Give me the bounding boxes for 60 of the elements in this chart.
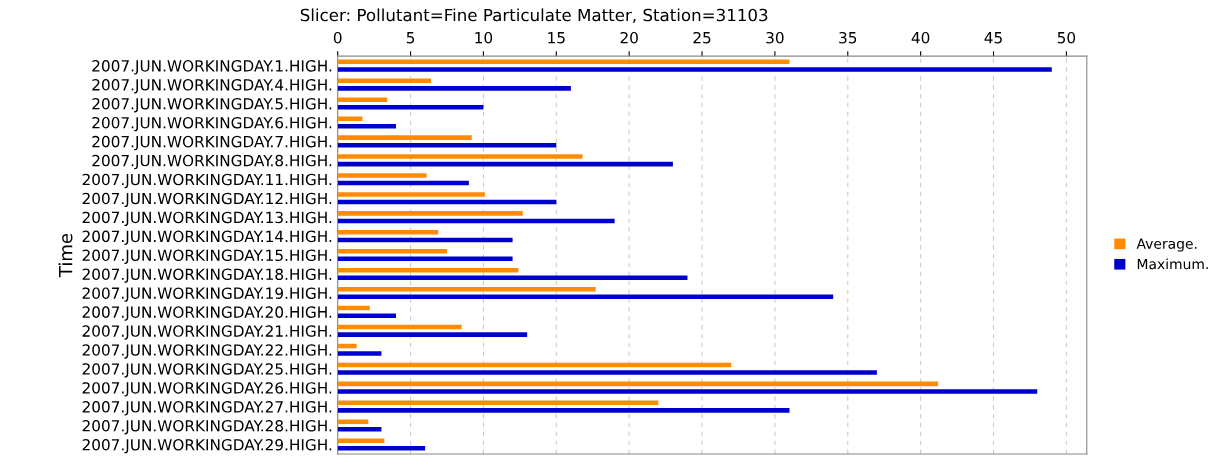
x-tick-label: 25 <box>693 31 711 44</box>
y-axis-title: Time <box>58 233 73 278</box>
y-tick-label: 2007.JUN.WORKINGDAY.25.HIGH. <box>82 363 332 378</box>
legend-label: Average. <box>1136 238 1197 252</box>
y-tick-label: 2007.JUN.WORKINGDAY.21.HIGH. <box>82 325 332 340</box>
y-tick-label: 2007.JUN.WORKINGDAY.6.HIGH. <box>92 116 332 132</box>
y-tick-label: 2007.JUN.WORKINGDAY.5.HIGH. <box>92 97 332 113</box>
y-tick-label: 2007.JUN.WORKINGDAY.14.HIGH. <box>82 230 332 245</box>
y-tick-label: 2007.JUN.WORKINGDAY.19.HIGH. <box>82 287 332 302</box>
bar <box>337 438 385 443</box>
bar <box>337 86 571 91</box>
y-tick-label: 2007.JUN.WORKINGDAY.28.HIGH. <box>82 420 332 435</box>
y-tick-label: 2007.JUN.WORKINGDAY.22.HIGH. <box>82 344 332 359</box>
bar <box>337 419 369 425</box>
y-tick-label: 2007.JUN.WORKINGDAY.12.HIGH. <box>82 192 332 208</box>
x-tick-label: 20 <box>620 31 638 44</box>
y-tick-label: 2007.JUN.WORKINGDAY.7.HIGH. <box>92 135 332 151</box>
bar <box>337 370 877 375</box>
y-tick-label: 2007.JUN.WORKINGDAY.27.HIGH. <box>82 401 332 416</box>
x-tick-label: 30 <box>766 31 784 44</box>
bar <box>337 351 382 356</box>
x-tick-label: 10 <box>475 31 493 44</box>
bar <box>337 249 447 254</box>
bar <box>337 211 523 216</box>
legend-label: Maximum. <box>1137 258 1208 270</box>
y-tick-label: 2007.JUN.WORKINGDAY.8.HIGH. <box>92 154 332 170</box>
bar <box>337 192 485 197</box>
bar <box>337 135 472 140</box>
y-tick-label: 2007.JUN.WORKINGDAY.11.HIGH. <box>82 173 332 189</box>
x-tick-label: 50 <box>1057 31 1076 44</box>
bar <box>337 408 790 413</box>
bar <box>337 173 427 178</box>
y-tick-label: 2007.JUN.WORKINGDAY.13.HIGH. <box>82 211 332 227</box>
bar <box>337 427 382 432</box>
y-tick-label: 2007.JUN.WORKINGDAY.20.HIGH. <box>82 306 332 321</box>
bar <box>337 123 396 129</box>
bar <box>337 389 1038 394</box>
y-tick-label: 2007.JUN.WORKINGDAY.15.HIGH. <box>82 249 332 264</box>
bar <box>337 294 834 300</box>
x-tick-label: 0 <box>333 31 342 44</box>
bar <box>337 116 363 121</box>
bar <box>337 105 484 110</box>
bar <box>337 67 1052 72</box>
x-tick-label: 35 <box>839 31 857 44</box>
chart-title: Slicer: Pollutant=Fine Particulate Matter, Station=31103 <box>300 8 768 23</box>
x-tick-label: 15 <box>548 32 565 44</box>
y-tick-label: 2007.JUN.WORKINGDAY.1.HIGH. <box>92 60 332 75</box>
bar <box>337 230 439 235</box>
y-tick-label: 2007.JUN.WORKINGDAY.18.HIGH. <box>82 268 332 283</box>
bar <box>337 446 426 451</box>
bar <box>337 313 396 318</box>
bar <box>337 154 583 159</box>
bar <box>337 97 388 102</box>
x-tick-label: 5 <box>406 32 415 44</box>
y-tick-label: 2007.JUN.WORKINGDAY.29.HIGH. <box>82 438 332 454</box>
x-tick-label: 45 <box>984 32 1002 44</box>
y-tick-label: 2007.JUN.WORKINGDAY.26.HIGH. <box>82 382 332 397</box>
y-tick-label: 2007.JUN.WORKINGDAY.4.HIGH. <box>92 79 332 94</box>
x-tick-label: 40 <box>911 31 930 44</box>
bar <box>337 332 528 337</box>
